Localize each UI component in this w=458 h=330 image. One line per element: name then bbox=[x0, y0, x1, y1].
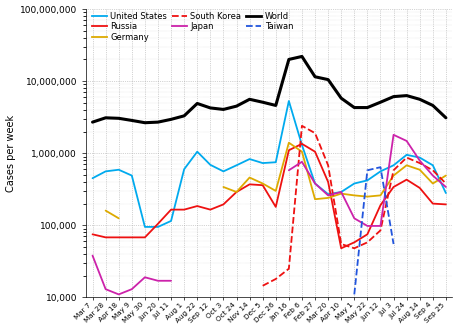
Legend: United States, Russia, Germany, South Korea, Japan, World, Taiwan: United States, Russia, Germany, South Ko… bbox=[90, 10, 295, 43]
Y-axis label: Cases per week: Cases per week bbox=[5, 115, 16, 192]
